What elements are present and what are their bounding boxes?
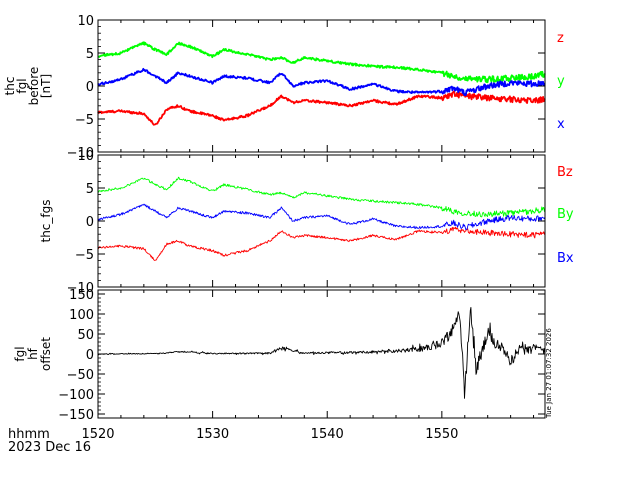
- y-tick-label: 50: [77, 328, 94, 343]
- y-tick-label: 10: [77, 14, 94, 29]
- y-tick-label: −150: [58, 408, 94, 423]
- y-tick-label: −50: [67, 368, 94, 383]
- series-line-by: [97, 176, 546, 218]
- y-tick-label: −5: [75, 248, 94, 263]
- y-axis-label-line: [nT]: [39, 74, 53, 98]
- y-tick-label: −5: [75, 113, 94, 128]
- legend-by: By: [557, 207, 574, 222]
- legend-x: x: [557, 117, 565, 132]
- y-tick-label: −10: [67, 281, 94, 296]
- timestamp: Tue Jan 27 01:07:32 2026: [545, 328, 553, 419]
- x-tick-label: 1520: [81, 427, 114, 442]
- y-axis-label-line: thc_fgs: [39, 199, 53, 242]
- x-tick-label: 1530: [196, 427, 229, 442]
- y-tick-label: 0: [86, 348, 94, 363]
- series-line-y: [97, 41, 546, 84]
- y-tick-label: 10: [77, 149, 94, 164]
- x-axis-tick-labels: 1520 1530 1540 1550: [81, 427, 458, 442]
- legend-bz: Bz: [557, 165, 573, 180]
- legend-z: z: [557, 31, 564, 46]
- x-tick-label: 1550: [425, 427, 458, 442]
- series-line-x: [97, 67, 546, 97]
- legend-bx: Bx: [557, 251, 574, 266]
- x-tick-label: 1540: [311, 427, 344, 442]
- y-axis-label-line: fgl: [13, 346, 27, 361]
- series-line-offset: [97, 306, 546, 399]
- y-axis-label-line: thc: [3, 77, 17, 96]
- y-tick-label: 0: [86, 80, 94, 95]
- y-tick-label: 5: [86, 47, 94, 62]
- panel-3: −150 −100 −50 0 50 100 150 fgl hf offset: [13, 288, 546, 423]
- y-axis-label-line: before: [27, 67, 41, 106]
- panel-frame: [97, 289, 546, 419]
- panel-2: Bz By Bx −10 −5 0 5 10 thc_fgs: [39, 149, 574, 296]
- y-tick-label: −10: [67, 146, 94, 161]
- x-axis-label-date: 2023 Dec 16: [8, 440, 91, 455]
- panel-frame: [97, 154, 546, 288]
- y-tick-label: 150: [69, 288, 94, 303]
- x-axis-label-hhmm: hhmm: [8, 427, 50, 442]
- y-axis-label-line: fgl: [15, 78, 29, 93]
- y-tick-label: 5: [86, 182, 94, 197]
- y-axis-label-line: hf: [26, 347, 40, 360]
- series-line-bz: [97, 226, 546, 261]
- series-line-bx: [97, 203, 546, 231]
- y-tick-label: 100: [69, 308, 94, 323]
- y-tick-label: −100: [58, 388, 94, 403]
- legend-y: y: [557, 74, 565, 89]
- y-tick-label: 0: [86, 215, 94, 230]
- series-line-z: [97, 90, 546, 126]
- y-axis-label-line: offset: [39, 337, 53, 371]
